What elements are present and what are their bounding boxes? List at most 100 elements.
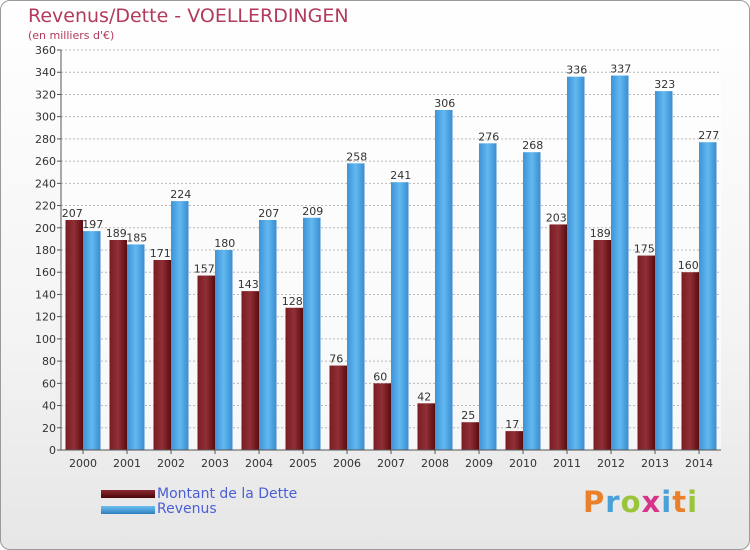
chart-title: Revenus/Dette - VOELLERDINGEN bbox=[28, 5, 349, 27]
data-label-dette: 128 bbox=[282, 295, 303, 308]
data-label-revenus: 268 bbox=[522, 139, 543, 152]
logo-letter: i bbox=[661, 485, 673, 519]
y-tick-label: 20 bbox=[42, 422, 56, 435]
logo-letter: x bbox=[641, 485, 662, 519]
bar-revenus bbox=[259, 220, 277, 450]
bar-revenus bbox=[303, 217, 321, 450]
bar-dette bbox=[637, 255, 655, 450]
bar-dette bbox=[461, 422, 479, 450]
data-label-dette: 189 bbox=[106, 227, 127, 240]
y-tick-label: 60 bbox=[42, 377, 56, 390]
data-label-revenus: 336 bbox=[566, 64, 587, 77]
proxiti-logo: Proxiti bbox=[583, 485, 698, 519]
bar-dette bbox=[109, 240, 127, 450]
y-tick-label: 260 bbox=[35, 155, 56, 168]
data-label-revenus: 276 bbox=[478, 130, 499, 143]
data-label-revenus: 258 bbox=[346, 150, 367, 163]
bar-revenus bbox=[611, 75, 629, 451]
y-tick-label: 40 bbox=[42, 400, 56, 413]
data-label-dette: 42 bbox=[417, 390, 431, 403]
y-tick-label: 360 bbox=[35, 44, 56, 57]
data-label-revenus: 185 bbox=[126, 231, 147, 244]
bar-dette bbox=[65, 220, 83, 450]
legend-swatch-revenus bbox=[101, 506, 155, 514]
y-tick-label: 160 bbox=[35, 266, 56, 279]
y-axis-ticks: 0 20 40 60 80 100 120 140 160 180 200 220 240 260 280 3… bbox=[35, 44, 61, 457]
logo-letter: P bbox=[583, 485, 606, 519]
data-label-revenus: 207 bbox=[258, 207, 279, 220]
y-tick-label: 300 bbox=[35, 111, 56, 124]
data-label-dette: 203 bbox=[546, 211, 567, 224]
data-label-dette: 175 bbox=[634, 243, 655, 256]
y-tick-label: 0 bbox=[49, 444, 56, 457]
x-tick-label: 2011 bbox=[553, 457, 581, 470]
y-tick-label: 100 bbox=[35, 333, 56, 346]
data-label-dette: 25 bbox=[461, 409, 475, 422]
bar-dette bbox=[593, 240, 611, 450]
bar-dette bbox=[681, 272, 699, 450]
x-tick-label: 2007 bbox=[377, 457, 405, 470]
bar-revenus bbox=[523, 152, 541, 450]
legend-label-dette: Montant de la Dette bbox=[157, 486, 298, 502]
y-tick-label: 200 bbox=[35, 222, 56, 235]
x-tick-label: 2008 bbox=[421, 457, 449, 470]
data-label-dette: 17 bbox=[505, 418, 519, 431]
data-label-revenus: 337 bbox=[610, 63, 631, 76]
x-tick-label: 2000 bbox=[69, 457, 97, 470]
data-label-revenus: 306 bbox=[434, 97, 455, 110]
data-label-revenus: 209 bbox=[302, 205, 323, 218]
logo-letter: r bbox=[605, 485, 621, 519]
bar-dette bbox=[197, 275, 215, 450]
data-label-dette: 189 bbox=[590, 227, 611, 240]
x-tick-label: 2012 bbox=[597, 457, 625, 470]
data-label-dette: 76 bbox=[329, 353, 343, 366]
x-tick-label: 2004 bbox=[245, 457, 273, 470]
logo-letter: i bbox=[687, 485, 699, 519]
y-tick-label: 240 bbox=[35, 177, 56, 190]
x-tick-label: 2005 bbox=[289, 457, 317, 470]
data-label-dette: 207 bbox=[62, 207, 83, 220]
logo-letter: o bbox=[620, 485, 642, 519]
data-label-revenus: 180 bbox=[214, 237, 235, 250]
legend-swatch-dette bbox=[101, 490, 155, 498]
y-tick-label: 80 bbox=[42, 355, 56, 368]
data-label-dette: 60 bbox=[373, 370, 387, 383]
x-tick-label: 2013 bbox=[641, 457, 669, 470]
bar-dette bbox=[505, 431, 523, 450]
data-label-revenus: 277 bbox=[698, 129, 719, 142]
chart-subtitle: (en milliers d'€) bbox=[28, 29, 115, 42]
x-tick-label: 2002 bbox=[157, 457, 185, 470]
x-tick-label: 2009 bbox=[465, 457, 493, 470]
x-tick-label: 2006 bbox=[333, 457, 361, 470]
bar-revenus bbox=[215, 250, 233, 450]
bar-dette bbox=[417, 403, 435, 450]
y-tick-label: 320 bbox=[35, 88, 56, 101]
data-label-revenus: 323 bbox=[654, 78, 675, 91]
bar-dette bbox=[153, 260, 171, 450]
data-label-dette: 143 bbox=[238, 278, 259, 291]
y-tick-label: 140 bbox=[35, 288, 56, 301]
y-tick-label: 280 bbox=[35, 133, 56, 146]
data-label-dette: 160 bbox=[678, 259, 699, 272]
x-tick-label: 2001 bbox=[113, 457, 141, 470]
bar-revenus bbox=[171, 201, 189, 450]
bar-revenus bbox=[83, 231, 101, 450]
bar-dette bbox=[373, 383, 391, 450]
y-tick-label: 340 bbox=[35, 66, 56, 79]
data-label-revenus: 241 bbox=[390, 169, 411, 182]
bar-revenus bbox=[567, 76, 585, 451]
bar-dette bbox=[241, 291, 259, 450]
x-tick-label: 2003 bbox=[201, 457, 229, 470]
data-label-dette: 157 bbox=[194, 263, 215, 276]
x-axis-ticks: 2000 2001 2002 2003 2004 2005 2006 2007 2008 2009… bbox=[69, 450, 713, 470]
legend-label-revenus: Revenus bbox=[157, 501, 217, 517]
bar-revenus bbox=[127, 244, 145, 450]
bar-revenus bbox=[347, 163, 365, 451]
y-tick-label: 180 bbox=[35, 244, 56, 257]
data-label-revenus: 224 bbox=[170, 188, 191, 201]
bar-revenus bbox=[699, 142, 717, 450]
bar-revenus bbox=[391, 182, 409, 450]
bar-revenus bbox=[435, 110, 453, 450]
